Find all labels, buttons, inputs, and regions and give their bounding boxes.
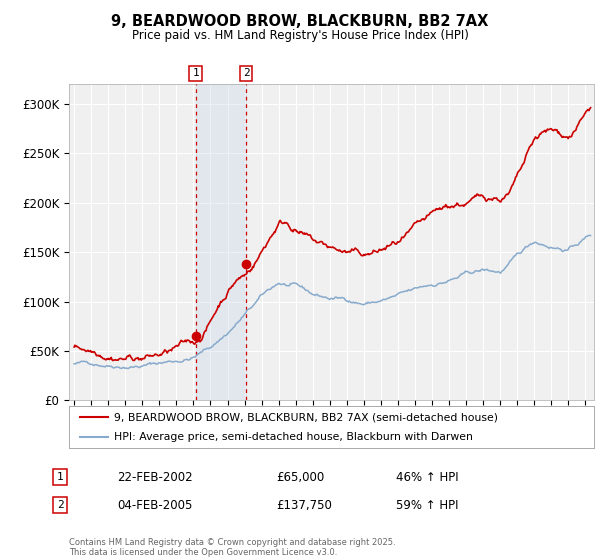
Text: 2: 2 <box>243 68 250 78</box>
Text: £137,750: £137,750 <box>276 498 332 512</box>
Text: 59% ↑ HPI: 59% ↑ HPI <box>396 498 458 512</box>
Text: 2: 2 <box>56 500 64 510</box>
Text: 9, BEARDWOOD BROW, BLACKBURN, BB2 7AX: 9, BEARDWOOD BROW, BLACKBURN, BB2 7AX <box>112 14 488 29</box>
Text: 1: 1 <box>192 68 199 78</box>
Text: 22-FEB-2002: 22-FEB-2002 <box>117 470 193 484</box>
Text: HPI: Average price, semi-detached house, Blackburn with Darwen: HPI: Average price, semi-detached house,… <box>113 432 473 442</box>
Text: 9, BEARDWOOD BROW, BLACKBURN, BB2 7AX (semi-detached house): 9, BEARDWOOD BROW, BLACKBURN, BB2 7AX (s… <box>113 412 497 422</box>
Text: £65,000: £65,000 <box>276 470 324 484</box>
Text: 46% ↑ HPI: 46% ↑ HPI <box>396 470 458 484</box>
Bar <box>196 84 246 400</box>
Text: Contains HM Land Registry data © Crown copyright and database right 2025.
This d: Contains HM Land Registry data © Crown c… <box>69 538 395 557</box>
Text: 1: 1 <box>56 472 64 482</box>
Text: 04-FEB-2005: 04-FEB-2005 <box>117 498 193 512</box>
Text: Price paid vs. HM Land Registry's House Price Index (HPI): Price paid vs. HM Land Registry's House … <box>131 29 469 42</box>
